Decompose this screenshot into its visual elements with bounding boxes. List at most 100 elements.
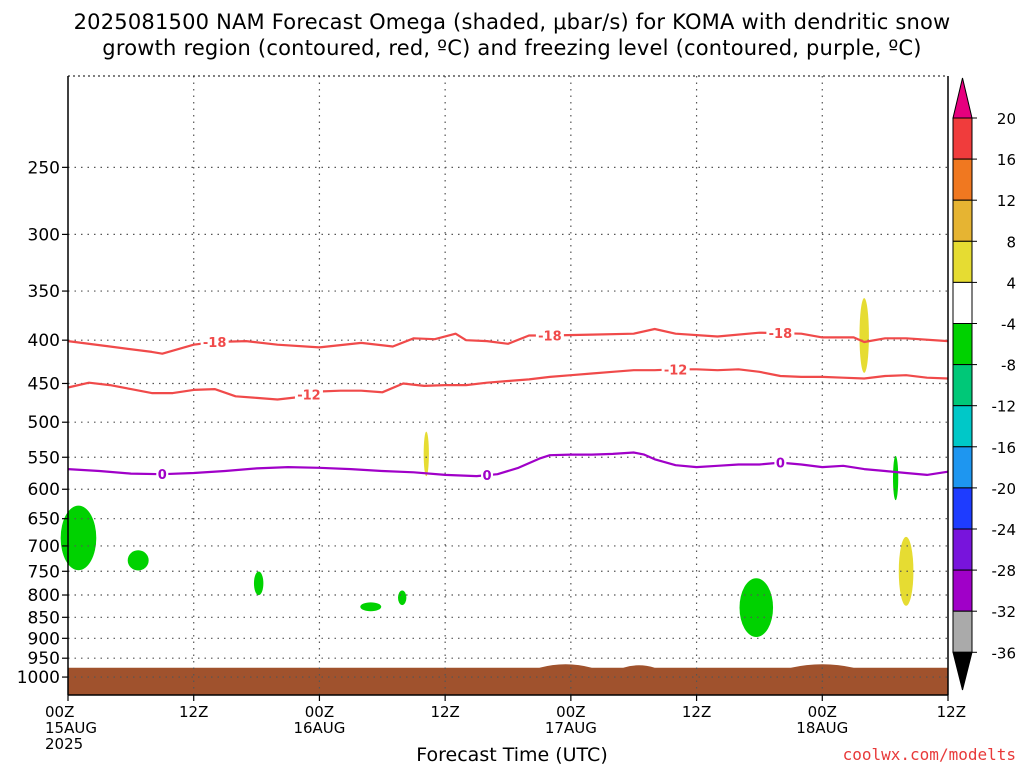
omega-region-2: [127, 550, 149, 571]
y-tick-label: 500: [28, 413, 60, 433]
chart-title-line-2: growth region (contoured, red, ºC) and f…: [102, 36, 922, 60]
terrain-surface: [68, 664, 948, 695]
x-tick-label: 17AUG: [545, 719, 597, 737]
x-tick-label: 00Z: [45, 703, 74, 721]
colorbar-segment: [952, 405, 973, 448]
contour-label: -12: [664, 363, 688, 378]
colorbar-segment: [952, 158, 973, 201]
y-tick-label: 450: [28, 374, 60, 394]
colorbar-label: 20: [997, 110, 1016, 128]
omega-shading-layer: [60, 298, 914, 638]
x-tick-label: 00Z: [808, 703, 837, 721]
y-tick-label: 1000: [17, 668, 60, 688]
x-tick-label: 12Z: [682, 703, 711, 721]
colorbar-label: 12: [997, 192, 1016, 210]
colorbar-label: -8: [1001, 357, 1016, 375]
omega-region-5: [398, 590, 407, 606]
contour-label-bg: [774, 454, 787, 471]
colorbar-label: -24: [992, 521, 1017, 539]
y-tick-label: 650: [28, 510, 60, 530]
y-tick-label: 700: [28, 537, 60, 557]
contour-line-2: [67, 368, 949, 401]
y-tick-label: 250: [28, 158, 60, 178]
y-tick-label: 900: [28, 629, 60, 649]
contour-label-bg: [200, 333, 229, 350]
colorbar-segment: [952, 323, 973, 366]
credit-link[interactable]: coolwx.com/modelts: [842, 745, 1016, 764]
colorbar-label: -4: [1001, 316, 1016, 334]
contour-line-3: [67, 451, 949, 478]
contour-label: 0: [483, 469, 492, 484]
grid-layer: [68, 76, 948, 695]
y-tick-label: 750: [28, 562, 60, 582]
contour-label: 0: [776, 457, 785, 472]
contour-label: 0: [158, 468, 167, 483]
colorbar-segment: [952, 117, 973, 160]
omega-region-10: [898, 536, 914, 606]
colorbar-segment: [952, 364, 973, 407]
y-tick-label: 550: [28, 448, 60, 468]
colorbar-label: -12: [992, 398, 1017, 416]
colorbar-label: 16: [997, 151, 1016, 169]
omega-region-9: [859, 298, 869, 373]
colorbar-label: 4: [1006, 274, 1016, 292]
colorbar-label: -16: [992, 439, 1017, 457]
omega-region-6: [739, 578, 774, 638]
y-tick-label: 850: [28, 608, 60, 628]
colorbar-label: -36: [992, 644, 1017, 662]
contour-label-bg: [661, 361, 690, 378]
contour-label: -18: [538, 330, 562, 345]
y-tick-label: 400: [28, 331, 60, 351]
colorbar-label: 8: [1006, 233, 1016, 251]
x-tick-label: 12Z: [937, 703, 966, 721]
contour-label-bg: [766, 325, 795, 342]
colorbar-segment: [952, 281, 973, 324]
plot-frame: [67, 75, 949, 696]
contour-label-bg: [156, 466, 169, 483]
x-tick-label: 00Z: [305, 703, 334, 721]
colorbar-top-arrow: [952, 77, 973, 119]
y-tick-label: 600: [28, 480, 60, 500]
y-tick-label: 350: [28, 282, 60, 302]
colorbar: 20 16 12 8 4 -4 -8 -12 -16 -20 -24 -28 -32 -36: [952, 77, 1017, 691]
y-tick-label: 300: [28, 225, 60, 245]
contour-label: -12: [297, 388, 321, 403]
contour-label: -18: [769, 327, 793, 342]
y-axis: 2503003504004505005506006507007508008509…: [17, 158, 68, 688]
colorbar-bottom-arrow: [952, 651, 973, 691]
contour-layer: -18 -18 -18 -12 -12 0 0 0: [67, 325, 949, 484]
colorbar-segment: [952, 528, 973, 571]
colorbar-segment: [952, 446, 973, 489]
x-tick-label: 12Z: [430, 703, 459, 721]
y-tick-label: 800: [28, 586, 60, 606]
contour-line-1: [67, 327, 949, 355]
colorbar-segment: [952, 487, 973, 530]
colorbar-segment: [952, 240, 973, 283]
omega-region-3: [253, 571, 264, 596]
colorbar-segment: [952, 610, 973, 653]
colorbar-segment: [952, 569, 973, 612]
x-tick-label: 18AUG: [796, 719, 848, 737]
omega-region-1: [60, 505, 97, 571]
contour-label-bg: [481, 467, 494, 484]
contour-label-bg: [535, 327, 564, 344]
omega-region-4: [360, 602, 382, 612]
chart-title-line-1: 2025081500 NAM Forecast Omega (shaded, μ…: [73, 10, 951, 34]
x-tick-label: 00Z: [556, 703, 585, 721]
contour-label-bg: [294, 386, 323, 403]
terrain-layer: [68, 664, 948, 695]
x-tick-label: 15AUG: [45, 719, 97, 737]
y-tick-label: 950: [28, 649, 60, 669]
x-axis-title: Forecast Time (UTC): [416, 744, 608, 766]
x-tick-label: 16AUG: [293, 719, 345, 737]
x-tick-label: 2025: [45, 735, 83, 753]
x-tick-label: 12Z: [179, 703, 208, 721]
colorbar-segment: [952, 199, 973, 242]
omega-region-7: [893, 455, 899, 501]
colorbar-label: -32: [992, 603, 1017, 621]
colorbar-label: -28: [992, 562, 1017, 580]
omega-region-8: [423, 431, 429, 477]
colorbar-label: -20: [992, 480, 1017, 498]
